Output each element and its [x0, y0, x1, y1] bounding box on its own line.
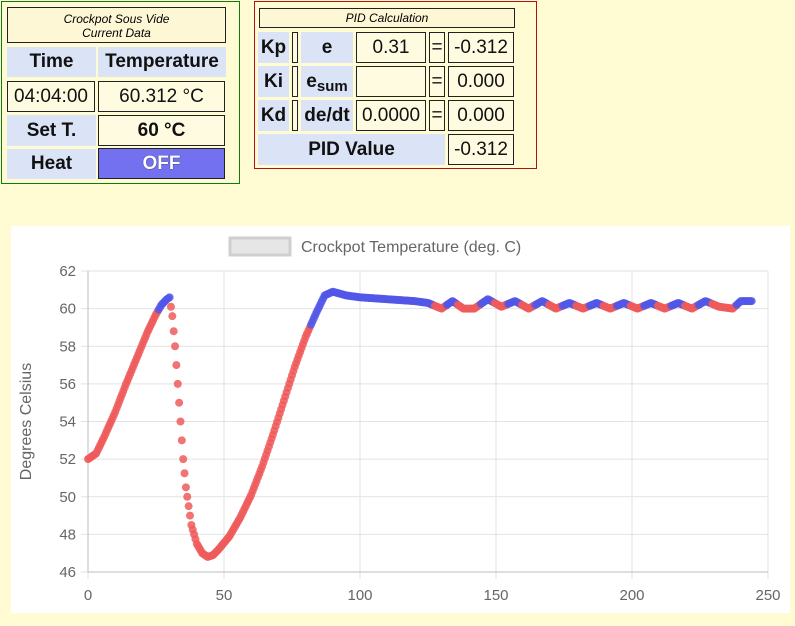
data-point — [184, 502, 193, 511]
data-point — [169, 327, 178, 336]
heat-label: Heat — [7, 149, 96, 179]
data-point — [165, 293, 174, 302]
temperature-chart-svg: 46 48 50 52 54 56 58 60 62 0 50 100 150 200 250 Crockp… — [18, 236, 781, 604]
legend-label: Crockpot Temperature (deg. C) — [301, 239, 521, 256]
x-tick-label: 50 — [216, 587, 233, 604]
dedt-value: 0.0000 — [356, 100, 426, 131]
x-tick-label: 250 — [755, 587, 780, 604]
x-tick-label: 150 — [483, 587, 508, 604]
kp-input[interactable] — [292, 32, 298, 63]
data-point — [183, 492, 192, 501]
i-term-value: 0.000 — [448, 66, 514, 97]
temperature-value: 60.312 °C — [98, 81, 225, 112]
y-tick-label: 62 — [59, 263, 76, 280]
legend-swatch — [228, 236, 292, 257]
y-tick-label: 50 — [59, 489, 76, 506]
y-tick-label: 58 — [59, 338, 76, 355]
time-value: 04:04:00 — [7, 81, 95, 112]
set-temp-value: 60 °C — [98, 115, 225, 146]
esum-label: e sum — [301, 66, 353, 97]
chart-grid — [81, 270, 769, 579]
kp-label: Kp — [258, 32, 289, 63]
kd-label: Kd — [258, 100, 289, 131]
data-point — [186, 511, 194, 520]
time-header: Time — [7, 47, 96, 77]
x-tick-label: 0 — [84, 587, 92, 604]
data-point — [747, 297, 756, 306]
set-temp-label: Set T. — [7, 115, 96, 146]
p-term-value: -0.312 — [448, 32, 514, 63]
y-tick-label: 46 — [59, 564, 76, 581]
x-tick-label: 100 — [347, 587, 372, 604]
heat-toggle-button[interactable]: OFF — [98, 148, 225, 179]
data-point — [181, 483, 190, 492]
esum-value — [356, 66, 426, 97]
data-point — [173, 379, 182, 388]
chart-axes: 46 48 50 52 54 56 58 60 62 0 50 100 150 200 250 — [59, 263, 780, 604]
y-tick-label: 60 — [59, 301, 76, 318]
dedt-label: de/dt — [301, 100, 353, 131]
chart-points — [84, 287, 756, 561]
y-axis-title: Degrees Celsius — [18, 363, 35, 480]
current-data-title: Crockpot Sous Vide Current Data — [7, 7, 226, 43]
data-point — [179, 455, 188, 464]
current-data-title-line1: Crockpot Sous Vide — [63, 12, 170, 26]
e-value: 0.31 — [356, 32, 426, 63]
data-point — [166, 302, 175, 311]
e-label: e — [301, 32, 353, 63]
data-point — [176, 417, 185, 426]
x-tick-label: 200 — [619, 587, 644, 604]
y-tick-label: 56 — [59, 376, 76, 393]
pid-value: -0.312 — [448, 134, 514, 165]
pid-title: PID Calculation — [259, 8, 515, 28]
pid-value-label: PID Value — [258, 134, 445, 165]
equals-sign: = — [429, 66, 445, 97]
equals-sign: = — [429, 100, 445, 131]
d-term-value: 0.000 — [448, 100, 514, 131]
y-tick-label: 54 — [59, 414, 76, 431]
temperature-chart: 46 48 50 52 54 56 58 60 62 0 50 100 150 200 250 Crockp… — [11, 226, 790, 613]
current-data-title-line2: Current Data — [82, 26, 151, 40]
data-point — [175, 398, 184, 407]
data-point — [172, 361, 181, 370]
data-point — [171, 342, 180, 351]
esum-subscript: sum — [316, 78, 348, 95]
y-tick-label: 52 — [59, 451, 76, 468]
esum-label-text: e — [306, 70, 317, 92]
ki-input[interactable] — [292, 66, 298, 97]
y-tick-label: 48 — [59, 526, 76, 543]
ki-label: Ki — [258, 66, 289, 97]
kd-input[interactable] — [292, 100, 298, 131]
chart-legend[interactable]: Crockpot Temperature (deg. C) — [228, 236, 521, 257]
data-point — [168, 312, 177, 321]
current-data-panel: Crockpot Sous Vide Current Data Time Tem… — [1, 1, 240, 184]
data-point — [180, 469, 189, 478]
equals-sign: = — [429, 32, 445, 63]
data-point — [177, 436, 186, 445]
temperature-header: Temperature — [98, 47, 226, 77]
